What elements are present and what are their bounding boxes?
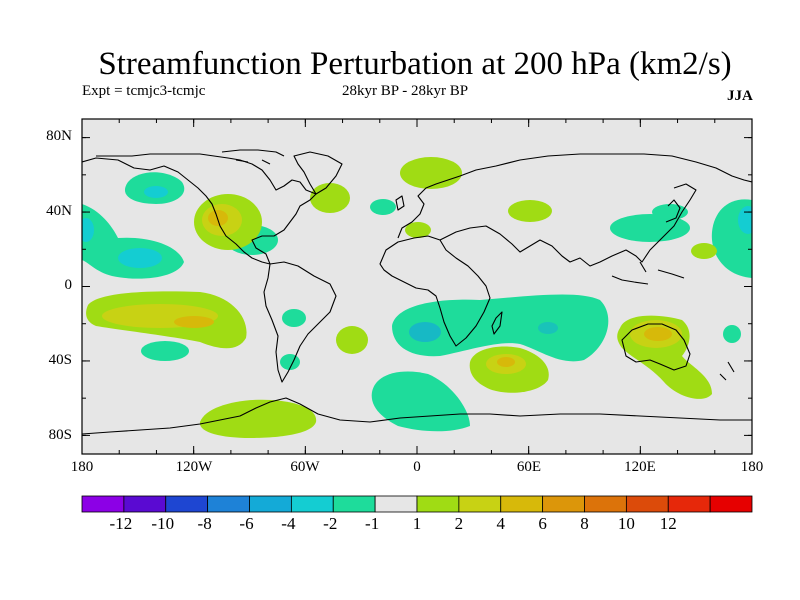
anomaly-w-edge-core [82,218,94,242]
anomaly-caspian [508,200,552,222]
coast-south-america [263,261,337,383]
colorbar-swatch [709,495,753,513]
anomaly-scandinavia [400,157,462,189]
colorbar-swatch [81,495,125,513]
anomaly-n-atlantic [370,199,396,215]
coast-uk [395,195,405,211]
colorbar [81,495,753,513]
y-tick-label: 80S [48,427,72,443]
period-label: 28kyr BP - 28kyr BP [342,83,469,99]
colorbar-swatch [165,495,209,513]
colorbar-label: 6 [538,514,547,533]
colorbar-swatch [500,495,544,513]
coast-north-america [82,153,317,265]
map-ticks [81,119,753,454]
coast-japan [665,199,681,223]
anomaly-antarctic [199,399,317,438]
anomaly-subtropical-pacific-core [174,316,214,328]
x-tick-label: 180 [70,459,94,475]
y-tick-label: 80N [46,128,72,144]
colorbar-swatch [374,495,418,513]
season-label: JJA [727,88,753,104]
positive-anomalies [86,157,717,438]
colorbar-label: 1 [412,514,422,533]
anomaly-australia-core [644,327,672,341]
colorbar-swatch [667,495,711,513]
anomaly-n-pacific-core [144,186,168,198]
coastlines [82,149,752,435]
anomaly-nw-pacific-core [738,206,752,234]
x-tick-label: 60E [516,459,542,475]
colorbar-swatch [625,495,669,513]
colorbar-label: -2 [323,514,338,533]
anomaly-japan [652,204,688,220]
anomaly-n-africa [405,222,431,238]
experiment-label: Expt = tcmjc3-tcmjc [82,83,206,99]
anomaly-s-atlantic-pos [336,326,368,354]
colorbar-label: 4 [496,514,506,533]
colorbar-swatch [542,495,585,513]
coast-europe-africa [379,235,491,347]
colorbar-swatch [332,495,376,513]
colorbar-label: 2 [454,514,464,533]
colorbar-swatch [207,495,250,513]
coast-madagascar [491,311,503,335]
coast-indonesia [611,261,685,285]
contour-fills [82,157,752,438]
colorbar-label: -6 [239,514,254,533]
colorbar-label: -1 [365,514,380,533]
anomaly-se-pacific [141,341,189,361]
colorbar-swatch [290,495,334,513]
colorbar-swatch [249,495,292,513]
anomaly-tasman [723,325,741,343]
x-tick-label: 120W [175,459,213,475]
anomaly-w-pacific [691,243,717,259]
anomaly-e-asia [610,214,690,242]
x-tick-label: 180 [740,459,764,475]
x-tick-label: 120E [624,459,656,475]
colorbar-swatch [458,495,502,513]
anomaly-labrador [310,183,350,213]
colorbar-label: -8 [197,514,212,533]
colorbar-label: -10 [151,514,175,533]
x-tick-label: 0 [413,459,421,475]
coast-antarctica [82,397,752,435]
anomaly-s-america [282,309,306,327]
map-title: Streamfunction Perturbation at 200 hPa (… [98,46,732,82]
anomaly-s-atlantic-indian [392,294,609,362]
coast-australia [621,323,691,371]
anomaly-w-us-core [208,210,228,226]
coast-eurasia [397,153,752,267]
coast-greenland [293,151,343,195]
y-tick-label: 40S [48,352,72,368]
colorbar-swatch [584,495,627,513]
y-tick-label: 40N [46,203,72,219]
colorbar-label: 8 [580,514,589,533]
anomaly-indian-core [538,322,558,334]
colorbar-label: 12 [659,514,677,533]
anomaly-southern-ocean [371,371,470,432]
anomaly-ne-pacific-core [118,248,162,268]
x-tick-label: 60W [290,459,320,475]
coast-new-zealand [719,361,735,381]
colorbar-label: -12 [109,514,133,533]
colorbar-swatch [123,495,167,513]
colorbar-swatch [416,495,460,513]
anomaly-s-atlantic-core [409,322,441,342]
anomaly-s-indian-core [497,357,515,367]
colorbar-label: -4 [281,514,296,533]
colorbar-label: 10 [617,514,635,533]
coast-arctic-islands [221,149,285,165]
y-tick-label: 0 [64,277,73,293]
